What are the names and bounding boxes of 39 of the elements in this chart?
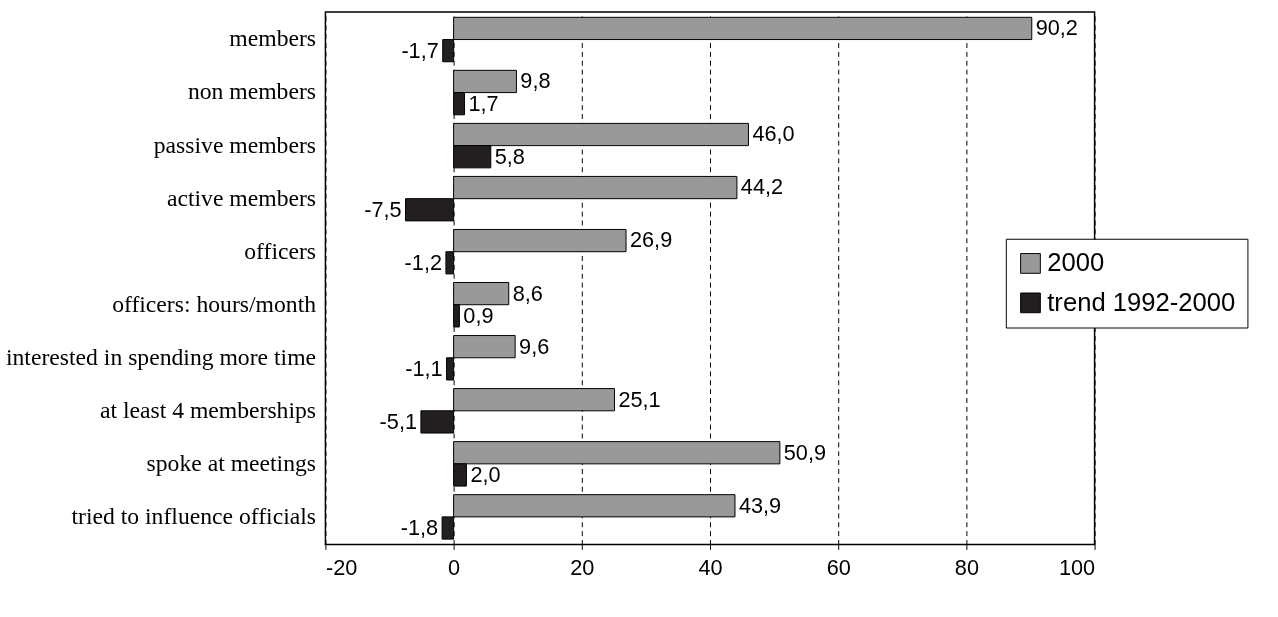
- y-tick-label: tried to influence officials: [71, 502, 317, 529]
- x-tick-label: 20: [570, 554, 595, 580]
- data-label: 25,1: [618, 386, 661, 412]
- data-label: 2,0: [470, 461, 501, 487]
- data-label: 8,6: [512, 280, 543, 306]
- data-label: -1,1: [405, 355, 443, 381]
- x-tick-label: 100: [1058, 554, 1096, 580]
- y-tick-label: officers: hours/month: [112, 290, 317, 317]
- x-tick-label: 60: [826, 554, 851, 580]
- y-tick-label: at least 4 memberships: [99, 396, 317, 423]
- x-tick-label: 0: [448, 554, 461, 580]
- x-tick-label: -20: [325, 554, 358, 580]
- data-label: 43,9: [738, 492, 782, 518]
- data-label: -1,8: [400, 514, 439, 540]
- data-label: 26,9: [629, 227, 673, 253]
- y-tick-label: active members: [166, 184, 317, 211]
- legend-label: trend 1992-2000: [1047, 287, 1236, 316]
- data-label: -1,7: [401, 37, 439, 63]
- data-label: -5,1: [379, 408, 417, 434]
- y-tick-label: interested in spending more time: [5, 343, 317, 370]
- data-label: 50,9: [783, 439, 827, 465]
- data-label: 5,8: [494, 143, 525, 169]
- data-label: 9,6: [519, 333, 550, 359]
- data-label: 44,2: [740, 174, 784, 200]
- y-tick-label: members: [229, 25, 317, 52]
- data-label: 0,9: [463, 302, 494, 328]
- data-label: 1,7: [468, 90, 499, 116]
- y-tick-label: officers: [244, 237, 317, 264]
- data-label: -7,5: [364, 196, 402, 222]
- y-tick-label: non members: [187, 78, 317, 105]
- legend-label: 2000: [1047, 248, 1105, 277]
- y-tick-label: spoke at meetings: [146, 449, 317, 476]
- x-tick-label: 80: [954, 554, 979, 580]
- y-tick-label: passive members: [153, 131, 317, 158]
- data-label: -1,2: [404, 249, 442, 275]
- data-label: 90,2: [1035, 15, 1078, 41]
- x-tick-label: 40: [698, 554, 723, 580]
- data-label: 9,8: [520, 68, 551, 94]
- data-label: 46,0: [752, 121, 795, 147]
